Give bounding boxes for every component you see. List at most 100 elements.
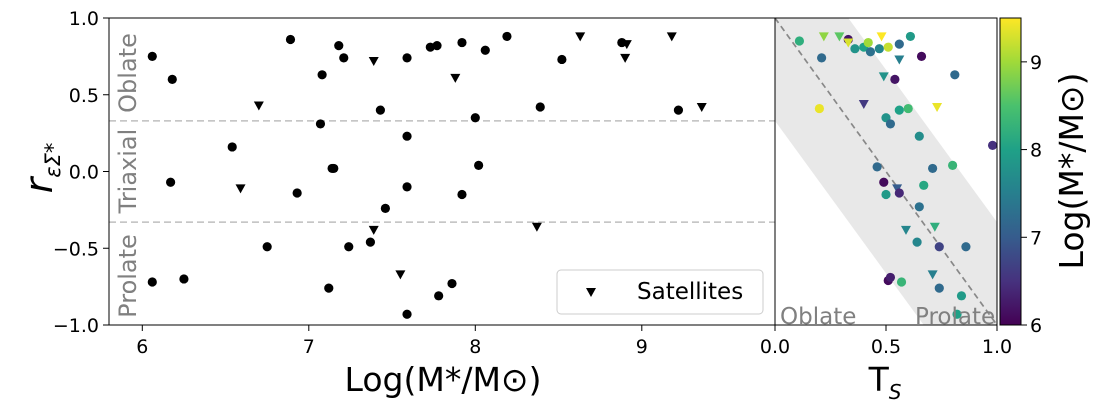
satellite-point <box>235 184 246 194</box>
right-region-label-oblate: Oblate <box>780 304 856 330</box>
colorbar-tick-label: 7 <box>1030 227 1042 249</box>
colorbar: 6 7 8 9 Log(M*/M⊙) <box>999 17 1091 337</box>
satellite-point <box>368 225 379 235</box>
satellite-point <box>395 270 406 280</box>
right-plot-border <box>774 17 998 326</box>
central-galaxy-point <box>432 41 442 51</box>
y-label-subscript: εΣ* <box>41 143 65 178</box>
central-galaxy-point <box>166 177 176 187</box>
shape-point <box>894 39 904 49</box>
x-tick-label: 9 <box>636 336 648 358</box>
shape-point <box>934 283 944 293</box>
shape-point <box>956 291 967 301</box>
satellite-point <box>368 56 379 66</box>
shape-point <box>881 189 891 200</box>
central-galaxy-point <box>167 74 177 84</box>
shape-point <box>890 74 900 84</box>
central-galaxy-point <box>147 277 157 287</box>
shape-point <box>817 53 827 63</box>
left-data-marks <box>147 31 707 319</box>
shape-point <box>863 37 873 48</box>
central-galaxy-point <box>470 113 480 123</box>
shape-point <box>872 162 882 172</box>
central-galaxy-point <box>380 203 390 213</box>
right-x-axis-label: TS <box>868 360 902 404</box>
left-x-ticks: 6 7 8 9 <box>136 325 648 358</box>
colorbar-tick-label: 6 <box>1030 315 1042 337</box>
right-x-tick-label: 0.5 <box>871 336 901 358</box>
shape-satellite-point <box>834 32 845 42</box>
satellite-point <box>531 222 542 232</box>
shape-point <box>914 202 924 212</box>
right-data-marks <box>794 31 998 319</box>
right-x-ticks: 0.0 0.5 1.0 <box>760 325 1012 358</box>
colorbar-ticks: 6 7 8 9 <box>1021 52 1042 337</box>
central-galaxy-point <box>344 242 354 252</box>
shape-satellite-point <box>843 38 854 48</box>
central-galaxy-point <box>292 188 302 198</box>
shape-point <box>879 177 889 187</box>
x-tick-label: 8 <box>469 336 481 358</box>
satellite-point <box>575 32 586 42</box>
satellite-point <box>696 103 707 113</box>
central-galaxy-point <box>434 291 444 301</box>
satellite-point <box>621 40 632 50</box>
central-galaxy-point <box>402 309 412 319</box>
shape-satellite-point <box>858 99 869 109</box>
right-x-label-subscript: S <box>889 380 902 404</box>
central-galaxy-point <box>457 37 467 48</box>
shape-point <box>912 237 922 247</box>
legend-box <box>556 269 764 315</box>
shape-point <box>894 105 904 115</box>
shape-point <box>894 188 904 198</box>
region-label-oblate: Oblate <box>114 33 142 113</box>
central-galaxy-point <box>673 105 684 115</box>
legend: Satellites <box>556 269 764 315</box>
central-galaxy-point <box>315 119 326 129</box>
satellite-point <box>620 53 631 63</box>
shape-point <box>950 70 960 80</box>
diagonal-dashed-line <box>775 18 997 325</box>
shape-point <box>885 119 896 129</box>
central-galaxy-point <box>334 41 344 51</box>
central-galaxy-point <box>147 51 157 61</box>
shape-satellite-point <box>894 55 905 65</box>
y-label-main: r <box>17 175 61 193</box>
shape-satellite-point <box>932 103 943 113</box>
central-galaxy-point <box>324 283 334 293</box>
central-galaxy-point <box>329 163 339 174</box>
central-galaxy-point <box>317 70 327 80</box>
shape-satellite-point <box>929 222 940 232</box>
shape-point <box>850 44 860 54</box>
satellite-point <box>450 73 461 83</box>
shape-point <box>896 277 907 287</box>
shape-point <box>952 309 962 319</box>
central-galaxy-point <box>480 45 490 55</box>
shape-point <box>987 140 998 151</box>
central-galaxy-point <box>557 54 567 65</box>
shape-point <box>914 131 924 141</box>
central-galaxy-point <box>402 131 412 141</box>
shape-point <box>928 163 938 174</box>
central-galaxy-point <box>474 160 484 170</box>
y-tick-label: 0.5 <box>69 85 99 107</box>
y-tick-label: −0.5 <box>53 238 99 260</box>
shape-point <box>874 44 884 54</box>
shape-point <box>885 272 896 283</box>
shape-satellite-point <box>818 32 829 42</box>
region-label-triaxial: Triaxial <box>114 129 142 215</box>
shape-point <box>905 31 916 42</box>
right-x-tick-label: 1.0 <box>982 336 1012 358</box>
y-tick-label: 1.0 <box>69 8 99 30</box>
shape-point <box>948 160 958 170</box>
right-x-tick-label: 0.0 <box>760 336 790 358</box>
right-panel: 0.0 0.5 1.0 Oblate Prolate TS <box>760 17 1012 404</box>
x-tick-label: 7 <box>303 336 315 358</box>
shape-satellite-point <box>927 270 938 280</box>
left-y-axis-label: rεΣ* <box>17 143 65 194</box>
colorbar-gradient <box>999 17 1022 326</box>
y-tick-label: −1.0 <box>53 315 99 337</box>
shape-satellite-point <box>876 32 887 42</box>
legend-satellite-marker <box>586 288 596 297</box>
colorbar-tick-label: 9 <box>1030 52 1042 74</box>
